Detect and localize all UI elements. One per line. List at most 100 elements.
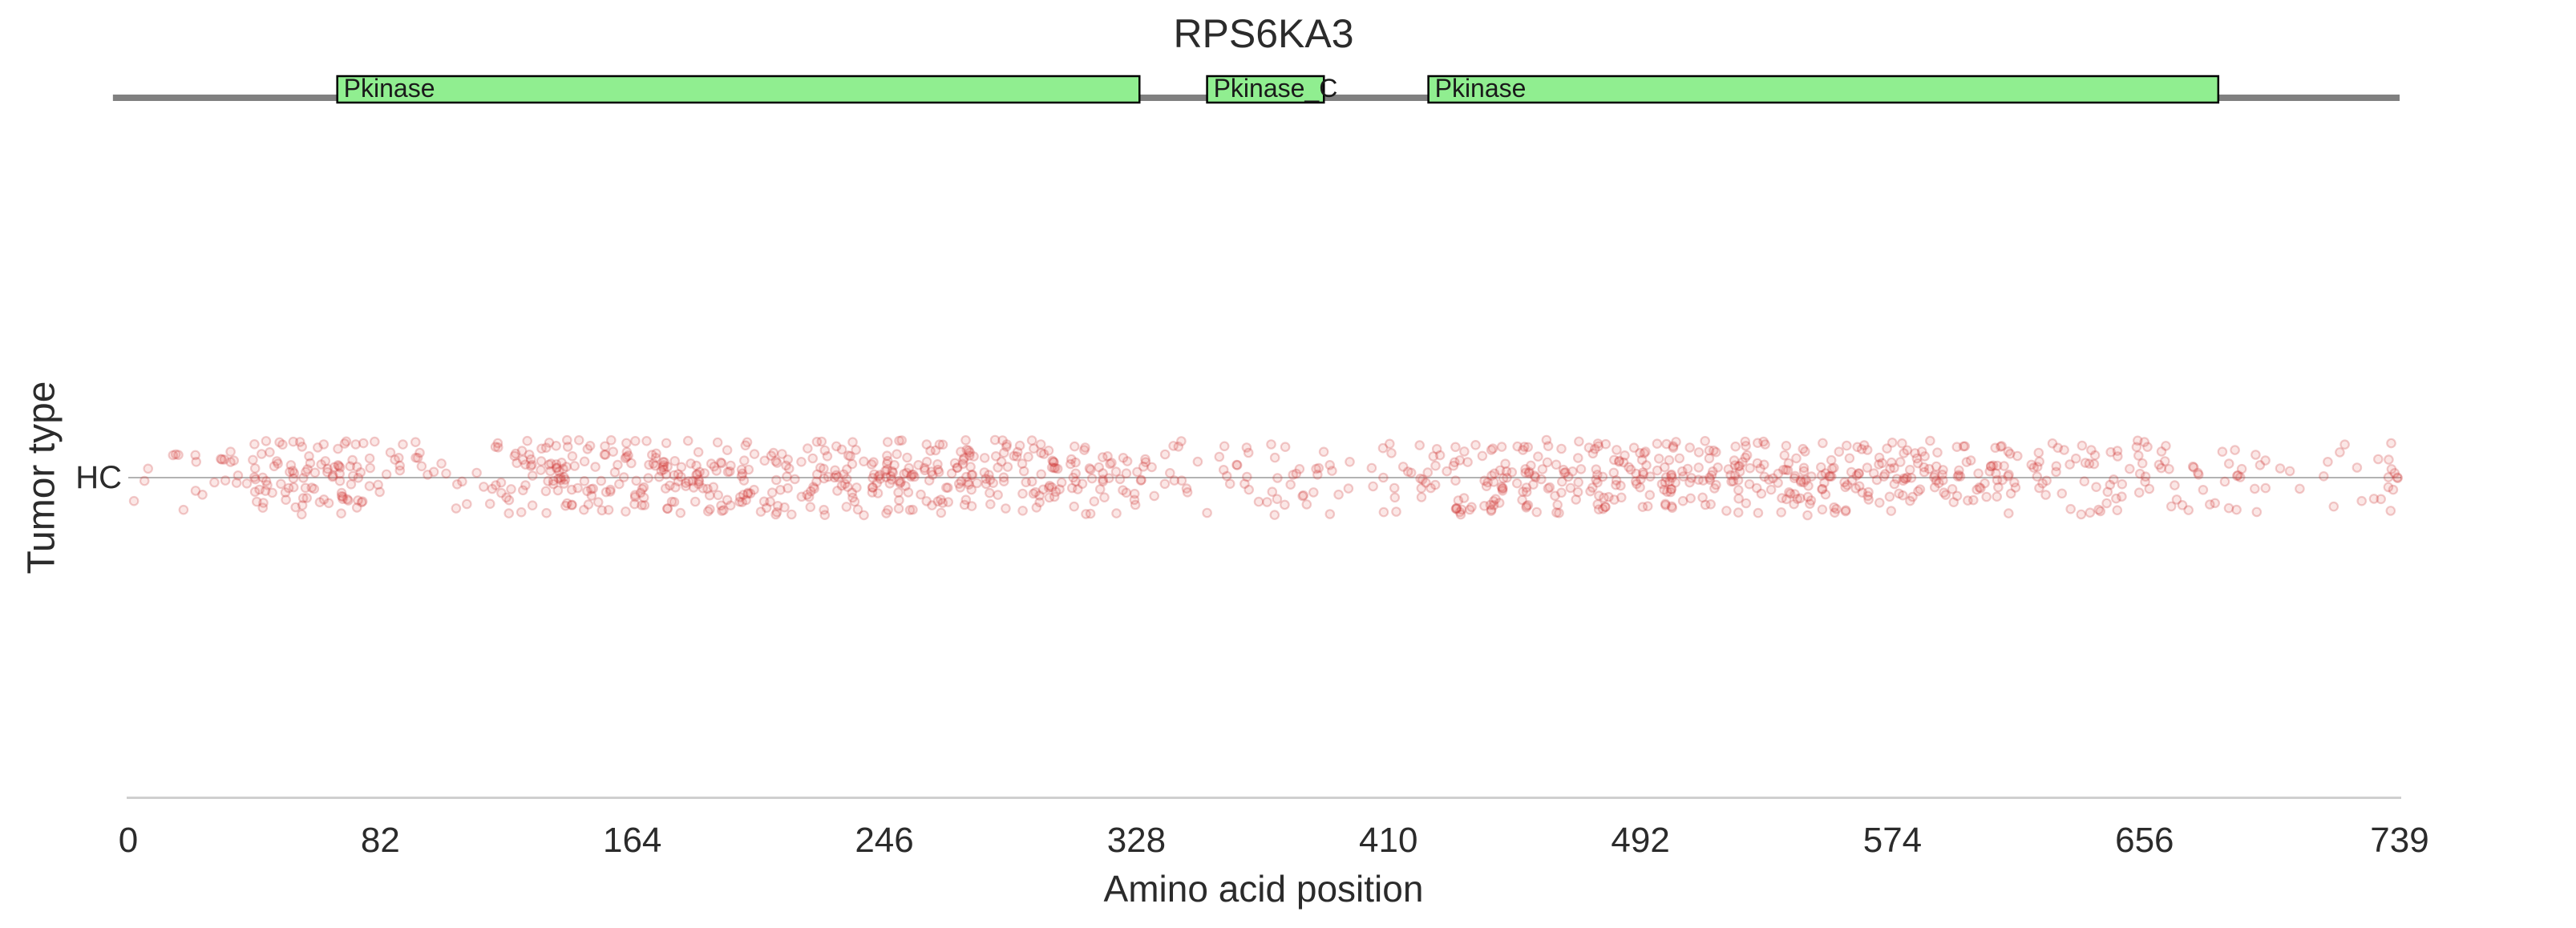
mutation-point [1625, 464, 1636, 475]
mutation-point [2392, 472, 2403, 482]
mutation-point [777, 449, 787, 459]
mutation-point [2161, 441, 2171, 451]
mutation-point [1084, 463, 1095, 474]
domain-box [1206, 75, 1325, 104]
mutation-point [569, 461, 580, 471]
mutation-point [1571, 494, 1581, 505]
mutation-point [1073, 484, 1083, 494]
mutation-point [1486, 445, 1497, 455]
mutation-point [665, 480, 675, 491]
mutation-point [381, 469, 392, 480]
mutation-point [301, 493, 312, 503]
mutation-point [1536, 474, 1547, 485]
mutation-point [2112, 446, 2123, 456]
mutation-point [410, 437, 421, 447]
mutation-point [267, 487, 277, 498]
mutation-point [693, 478, 704, 490]
mutation-point [1066, 482, 1078, 494]
mutation-point [698, 482, 709, 494]
mutation-point [1919, 462, 1929, 473]
mutation-point [819, 463, 829, 474]
mutation-point [579, 456, 590, 467]
mutation-point [1733, 507, 1744, 518]
mutation-point [1614, 456, 1624, 467]
mutation-point [1456, 504, 1467, 515]
mutation-point [1598, 503, 1608, 514]
mutation-point [869, 469, 880, 480]
mutation-point [457, 476, 467, 487]
mutation-point [849, 496, 860, 507]
mutation-point [516, 506, 527, 518]
mutation-point [921, 439, 932, 450]
mutation-point [1587, 448, 1599, 459]
mutation-point [2233, 470, 2243, 481]
mutation-point [1660, 472, 1672, 482]
mutation-point [451, 478, 463, 490]
mutation-point [819, 473, 830, 484]
mutation-point [666, 496, 677, 507]
mutation-point [2077, 440, 2088, 451]
mutation-point [1959, 441, 1971, 452]
mutation-point [1997, 474, 2008, 486]
mutation-point [689, 496, 701, 507]
mutation-point [967, 470, 978, 480]
mutation-point [2223, 502, 2234, 514]
mutation-point [1733, 461, 1744, 472]
mutation-point [766, 487, 778, 498]
mutation-point [1231, 460, 1243, 470]
mutation-point [1558, 464, 1569, 475]
x-tick-label: 656 [2115, 821, 2174, 860]
mutation-point [1267, 486, 1278, 497]
mutation-point [1902, 445, 1913, 456]
mutation-point [1802, 510, 1813, 521]
mutation-point [1802, 491, 1814, 502]
mutation-point [658, 460, 669, 470]
mutation-point [1202, 507, 1212, 518]
mutation-point [1599, 492, 1609, 503]
mutation-point [775, 484, 786, 495]
mutation-point [1001, 442, 1012, 452]
mutation-point [1214, 451, 1225, 462]
mutation-point [551, 440, 561, 451]
mutation-point [1826, 454, 1837, 466]
x-tick-label: 246 [855, 821, 914, 860]
mutation-point [1706, 470, 1717, 481]
mutation-point [896, 435, 907, 446]
mutation-point [540, 486, 552, 497]
mutation-point [1035, 439, 1046, 450]
mutation-point [1954, 465, 1964, 476]
mutation-point [2171, 494, 2182, 505]
domain-label: Pkinase [1435, 74, 1527, 103]
mutation-point [716, 500, 726, 511]
domain-label: Pkinase_C [1214, 74, 1338, 103]
mutation-point [966, 484, 977, 495]
mutation-point [1733, 493, 1744, 504]
mutation-point [544, 438, 555, 448]
mutation-point [2140, 476, 2150, 487]
mutation-point [621, 451, 632, 462]
mutation-point [1563, 471, 1574, 482]
mutation-point [1711, 446, 1721, 458]
mutation-point [1713, 462, 1723, 473]
mutation-point [1523, 442, 1533, 453]
mutation-point [1818, 438, 1828, 449]
mutation-point [1764, 474, 1774, 485]
mutation-point [1980, 478, 1990, 489]
mutation-point [841, 474, 852, 484]
mutation-point [1231, 459, 1242, 470]
mutation-point [2134, 468, 2145, 479]
mutation-point [582, 444, 593, 454]
mutation-point [1575, 464, 1587, 474]
mutation-point [2091, 482, 2101, 492]
mutation-point [933, 466, 944, 478]
mutation-point [1645, 471, 1656, 482]
mutation-point [2368, 494, 2380, 504]
mutation-point [241, 478, 253, 489]
mutation-point [1871, 474, 1882, 486]
mutation-point [676, 462, 687, 473]
mutation-point [903, 487, 914, 498]
mutation-point [958, 454, 969, 466]
mutation-point [254, 484, 265, 495]
mutation-point [1519, 442, 1530, 452]
mutation-point [893, 503, 904, 514]
